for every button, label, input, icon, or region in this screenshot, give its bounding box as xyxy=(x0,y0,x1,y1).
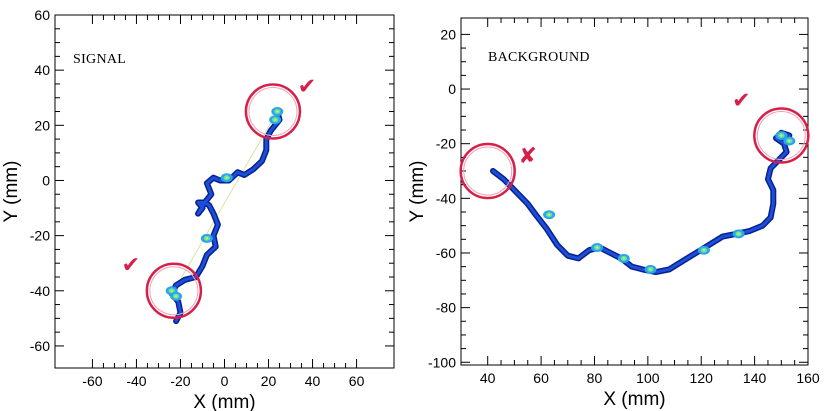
selection-circle-halo xyxy=(149,266,199,316)
x-tick-label: -20 xyxy=(170,373,190,389)
x-tick-label: 120 xyxy=(690,370,714,386)
check-mark-icon: ✔ xyxy=(732,88,750,113)
hotspot-peak xyxy=(622,257,626,260)
x-tick-label: -60 xyxy=(82,373,102,389)
y-tick-label: -20 xyxy=(30,228,50,244)
selection-circle-halo xyxy=(248,87,298,137)
fit-line xyxy=(173,111,278,292)
selection-circle xyxy=(244,83,302,140)
hotspot-peak xyxy=(702,249,706,252)
x-tick-label: 20 xyxy=(261,373,277,389)
x-tick-label: 100 xyxy=(636,370,660,386)
x-tick-label: 140 xyxy=(743,370,767,386)
hotspot-peak xyxy=(225,176,228,179)
x-tick-label: 40 xyxy=(480,370,496,386)
selection-circle xyxy=(459,142,516,200)
y-tick-label: 20 xyxy=(34,117,50,133)
y-axis-label: Y (mm) xyxy=(1,161,22,223)
x-axis-label: X (mm) xyxy=(193,392,255,411)
y-tick-label: 60 xyxy=(34,7,50,23)
hotspot-peak xyxy=(205,237,209,240)
y-tick-label: -100 xyxy=(428,354,456,370)
selection-circle-halo xyxy=(756,110,806,160)
y-tick-label: -60 xyxy=(436,245,456,261)
plot-frame xyxy=(54,14,395,369)
x-tick-label: -40 xyxy=(126,373,146,389)
check-mark-icon: ✔ xyxy=(122,253,140,278)
y-tick-label: 0 xyxy=(448,81,456,97)
hotspot-peak xyxy=(649,268,652,271)
y-tick-label: -40 xyxy=(436,190,456,206)
hotspot-peak xyxy=(170,289,173,292)
hotspot-peak xyxy=(595,246,599,249)
hotspot-peak xyxy=(273,118,277,121)
y-axis-label: Y (mm) xyxy=(407,161,428,223)
hotspot-peak xyxy=(737,232,740,236)
hotspot-peak xyxy=(174,295,178,298)
x-tick-label: 160 xyxy=(796,370,820,386)
panel-label: BACKGROUND xyxy=(488,50,590,65)
track-inner xyxy=(491,131,791,274)
x-tick-label: 40 xyxy=(305,373,321,389)
check-mark-icon: ✔ xyxy=(298,75,316,100)
y-tick-label: -80 xyxy=(436,300,456,316)
track-outer xyxy=(168,108,283,325)
y-tick-label: 0 xyxy=(42,172,50,188)
x-tick-label: 0 xyxy=(221,373,229,389)
panel-signal: -60 -40 -20 0 20 40 60 -60 -40 -20 0 20 40 60 X (mm) Y … xyxy=(1,7,395,411)
y-tick-label: 40 xyxy=(34,62,50,78)
track-inner xyxy=(170,110,281,323)
panel-background: 40 60 80 100 120 140 160 -100 -80 -60 -40 -20 0 20 X (… xyxy=(407,17,820,410)
y-tick-label: -60 xyxy=(30,338,50,354)
selection-circle xyxy=(753,107,810,164)
panel-label: SIGNAL xyxy=(73,52,126,67)
x-axis-label: X (mm) xyxy=(603,389,665,410)
y-tick-label: -20 xyxy=(436,136,456,152)
cross-mark-icon: ✘ xyxy=(518,144,536,169)
hotspot-peak xyxy=(276,110,279,113)
selection-circle-halo xyxy=(463,146,513,196)
x-tick-label: 80 xyxy=(587,370,603,386)
x-tick-label: 60 xyxy=(533,370,549,386)
y-tick-label: 20 xyxy=(440,26,456,42)
hotspot-peak xyxy=(547,213,551,216)
x-tick-label: 60 xyxy=(349,373,365,389)
track-outer xyxy=(490,129,793,276)
selection-circle xyxy=(145,262,203,320)
y-tick-label: -40 xyxy=(30,283,50,299)
hotspot-peak xyxy=(780,134,783,137)
hotspot-peak xyxy=(788,139,791,143)
